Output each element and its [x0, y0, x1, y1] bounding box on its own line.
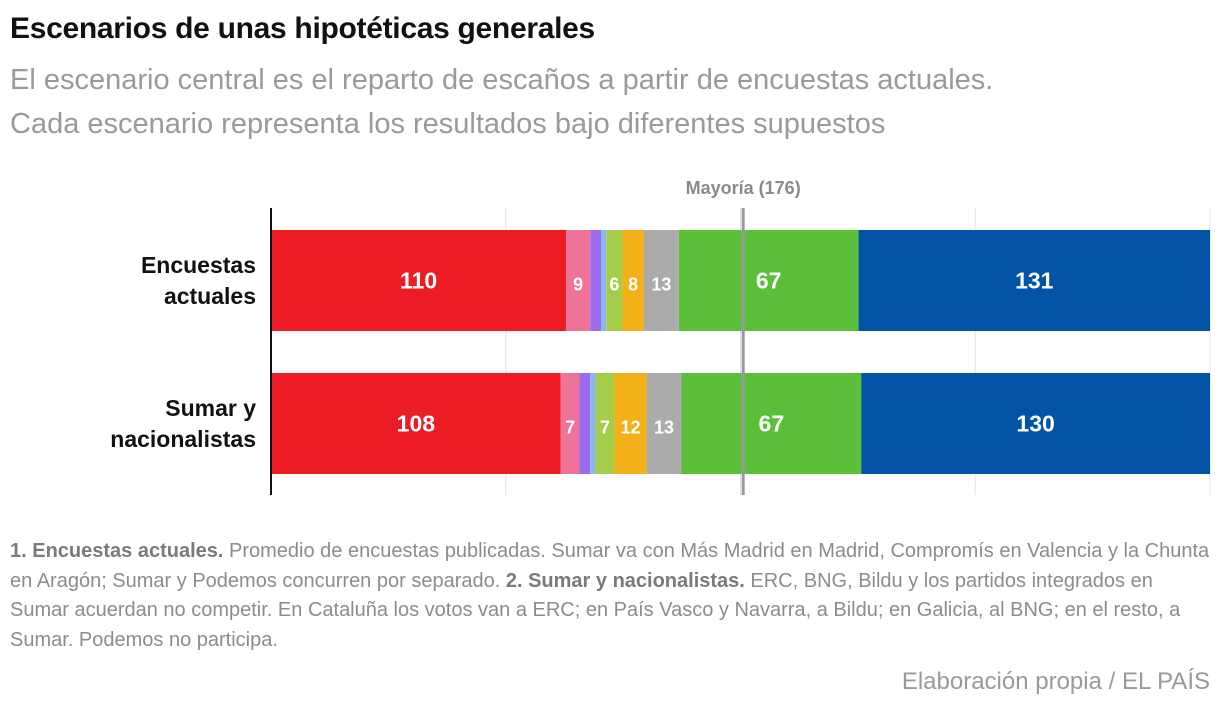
bar-value-label: 67: [756, 268, 782, 294]
bar-value-label: 9: [573, 275, 583, 295]
bar-value-label: 7: [600, 418, 610, 438]
bar-segment: [681, 373, 862, 474]
bar-value-label: 8: [628, 275, 638, 295]
bar-value-label: 130: [1016, 411, 1054, 437]
footnotes: 1. Encuestas actuales. Promedio de encue…: [10, 537, 1210, 655]
bar-value-label: 108: [397, 411, 436, 437]
bar-value-label: 13: [654, 418, 674, 438]
bar-value-label: 67: [759, 411, 785, 437]
bar-segment: [614, 373, 647, 474]
bar-segment: [858, 230, 1210, 331]
bar-segment: [590, 230, 601, 331]
stacked-bar-chart: 110 9 6 8 13 67 131 108 7 7 12 13 67 130 Encuestas actu…: [110, 178, 1211, 495]
bar-segment: [600, 230, 607, 331]
note-2-text: ERC, BNG, Bildu y los partidos integrado…: [10, 569, 1181, 651]
bar-value-label: 13: [651, 275, 671, 295]
bar-segment: [861, 373, 1210, 474]
category-label: actuales: [164, 283, 256, 309]
bar-value-label: 7: [565, 418, 575, 438]
chart-subtitle: El escenario central es el reparto de es…: [10, 58, 1210, 146]
bar-value-label: 110: [400, 268, 437, 294]
bar-segment: [271, 230, 567, 331]
bar-segment: [595, 373, 615, 474]
bar-segment: [590, 373, 596, 474]
bar-value-label: 6: [609, 275, 619, 295]
note-2-label: 2. Sumar y nacionalistas.: [505, 569, 745, 592]
note-1-label: 1. Encuestas actuales.: [10, 540, 224, 562]
subtitle-line-2: Cada escenario representa los resultados…: [10, 108, 886, 140]
bar-segment: [560, 373, 580, 474]
category-label: Sumar y: [165, 395, 256, 421]
chart-title: Escenarios de unas hipotéticas generales: [10, 12, 595, 45]
note-1-text: Promedio de encuestas publicadas. Sumar …: [10, 540, 1210, 592]
subtitle-line-1: El escenario central es el reparto de es…: [10, 64, 994, 96]
bar-value-label: 131: [1015, 268, 1054, 294]
bar-segment: [622, 230, 644, 331]
bar-segment: [579, 373, 591, 474]
bar-segment: [606, 230, 623, 331]
majority-label: Mayoría (176): [686, 178, 801, 198]
bar-value-label: 12: [620, 418, 640, 438]
bar-segment: [646, 373, 682, 474]
source-credit: Elaboración propia / EL PAÍS: [901, 668, 1210, 695]
bar-segment: [678, 230, 859, 331]
category-label: nacionalistas: [110, 426, 256, 452]
category-label: Encuestas: [141, 252, 256, 278]
bar-segment: [566, 230, 591, 331]
bar-segment: [271, 373, 561, 474]
bar-segment: [643, 230, 679, 331]
